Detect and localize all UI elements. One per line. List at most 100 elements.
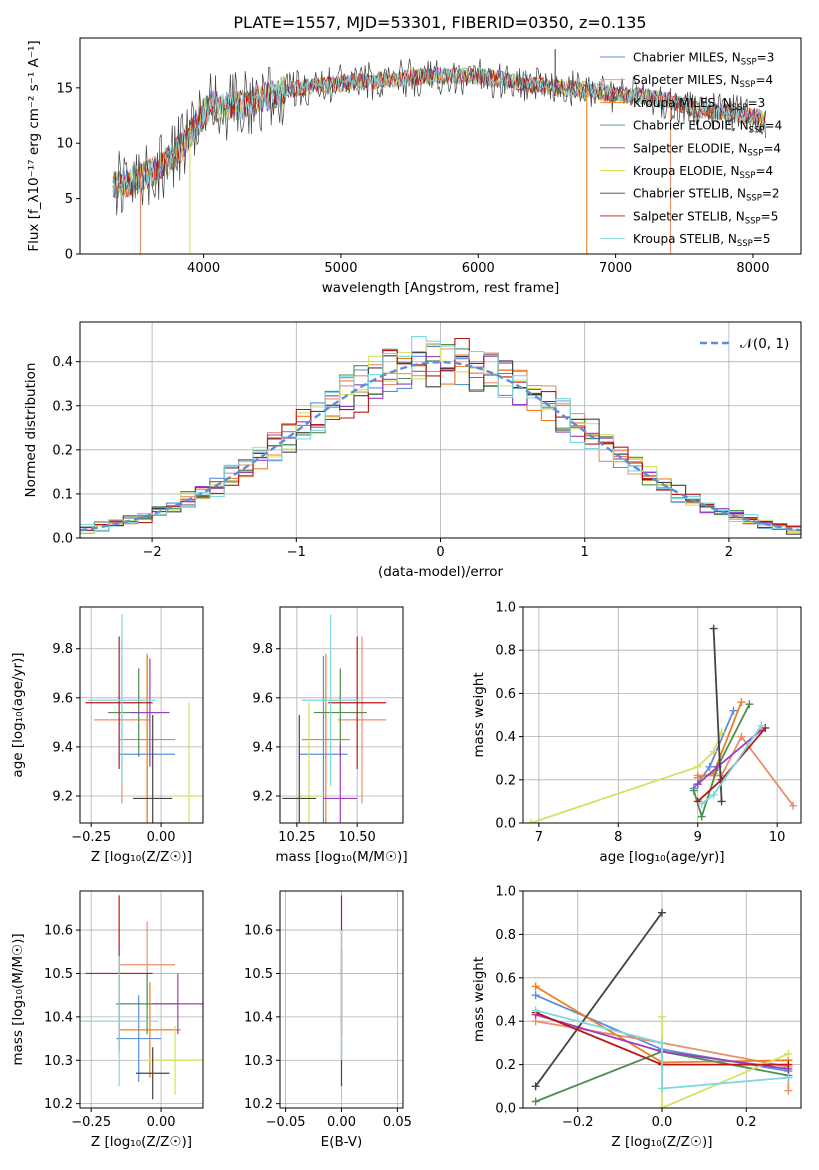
spectrum-line-kroupa-elodie [112, 67, 766, 199]
mass-vs-EBV-frame: −0.05 0.00 0.05 10.2 10.3 10.4 10.5 10.6 E(B-V) [244, 890, 412, 1150]
y-tick-label: 10.6 [44, 924, 73, 939]
series-marker-kroupa-stelib [658, 1038, 666, 1047]
series-marker-chabrier-elodie [697, 812, 706, 821]
x-axis-label: age [log₁₀(age/yr)] [599, 849, 724, 865]
x-tick-label: 7000 [599, 261, 632, 276]
y-tick-label: 0.2 [52, 443, 73, 458]
y-tick-label: 0.0 [52, 532, 73, 547]
legend-value: =4 [765, 119, 783, 133]
x-tick-label: 0.0 [652, 1115, 673, 1130]
y-tick-label: 10.3 [244, 1054, 273, 1069]
legend-text: Kroupa ELODIE, N [633, 164, 740, 178]
x-axis-label: mass [log₁₀(M/M☉)] [275, 849, 407, 865]
spectrum-panel: 4000 5000 6000 7000 8000 0 5 10 15 wavelength [An… [26, 37, 802, 296]
series-marker-salpeter-stelib [784, 1060, 793, 1069]
age-vs-Z-frame: −0.25 0.00 9.2 9.4 9.6 9.8 Z [log₁₀(Z/Z☉)] age … [10, 606, 204, 865]
legend-label-chabrier-miles: Chabrier MILES, NSSP=3 [633, 51, 774, 68]
histogram-kroupa-stelib [80, 336, 801, 532]
y-tick-label: 0.6 [495, 687, 516, 702]
y-tick-label: 0.1 [52, 487, 73, 502]
series-marker-chabrier-miles [705, 762, 714, 771]
age-vs-mass-plot-area [282, 614, 387, 823]
y-tick-label: 0.3 [52, 399, 73, 414]
legend-label-kroupa-miles: Kroupa MILES, NSSP=3 [633, 96, 765, 113]
x-tick-label: 1 [581, 545, 589, 560]
x-tick-label: 6000 [462, 261, 495, 276]
series-marker-kroupa-elodie [693, 762, 702, 771]
series-marker-kroupa-stelib [757, 721, 766, 730]
legend-value: =4 [755, 164, 773, 178]
x-tick-label: 10.25 [278, 830, 315, 845]
x-tick-label: 2 [725, 545, 733, 560]
y-tick-label: 0.0 [495, 1102, 516, 1117]
legend-value: =4 [755, 73, 773, 87]
y-axis-label: age [log₁₀(age/yr)] [10, 652, 26, 777]
x-tick-label: 9 [694, 830, 702, 845]
series-marker-kroupa-stelib [531, 1006, 540, 1015]
legend-subscript: SSP [745, 216, 761, 226]
x-tick-label: 7 [535, 830, 543, 845]
series-marker-chabrier-miles [531, 991, 540, 1000]
series-marker-kroupa-stelib [709, 790, 718, 799]
x-tick-label: −0.25 [71, 1115, 111, 1130]
y-axis-label: mass weight [471, 672, 487, 757]
series-marker-kroupa-elodie [526, 819, 535, 823]
y-tick-label: 9.2 [52, 790, 73, 805]
y-tick-label: 9.4 [52, 740, 73, 755]
legend-label-kroupa-elodie: Kroupa ELODIE, NSSP=4 [633, 164, 773, 181]
legend-value: =4 [763, 141, 781, 155]
y-tick-label: 9.8 [52, 642, 73, 657]
series-marker-chabrier-stelib [531, 1082, 540, 1091]
y-tick-label: 0.4 [495, 730, 516, 745]
axes-frame [79, 890, 204, 1109]
legend-text: Salpeter MILES, N [633, 73, 740, 87]
legend-text: Kroupa MILES, N [633, 96, 732, 110]
series-marker-kroupa-elodie [658, 1104, 666, 1108]
legend-label-salpeter-elodie: Salpeter ELODIE, NSSP=4 [633, 141, 781, 158]
series-marker-chabrier-elodie [531, 1097, 540, 1106]
age-vs-mass-panel: 10.25 10.50 9.2 9.4 9.6 9.8 mass [log₁₀(M/M☉)] [252, 606, 408, 865]
series-marker-kroupa-stelib [697, 799, 706, 808]
y-tick-label: 0.4 [495, 1015, 516, 1030]
axes-frame [79, 606, 204, 824]
axes-frame [522, 606, 802, 824]
series-marker-chabrier-miles [729, 706, 738, 715]
series-line-kroupa-elodie [530, 731, 723, 823]
x-tick-label: 0.05 [383, 1115, 412, 1130]
y-tick-label: 10.2 [244, 1097, 273, 1112]
legend-text: Salpeter ELODIE, N [633, 141, 747, 155]
legend-value: =5 [761, 209, 779, 223]
y-axis-label: Normed distribution [23, 363, 39, 498]
series-marker-kroupa-elodie [658, 1012, 666, 1021]
y-axis-label: mass [log₁₀(M/M☉)] [10, 933, 26, 1065]
massweight-vs-Z-frame: −0.2 0.0 0.2 0.0 0.2 0.4 0.6 0.8 1.0 Z [log₁₀(Z/Z… [471, 885, 802, 1150]
series-marker-chabrier-stelib [709, 624, 718, 633]
legend-text: Kroupa STELIB, N [633, 232, 737, 246]
legend-subscript: SSP [741, 58, 757, 68]
x-axis-label: Z [log₁₀(Z/Z☉)] [91, 1134, 192, 1150]
legend-label-kroupa-stelib: Kroupa STELIB, NSSP=5 [633, 232, 771, 249]
residuals-frame: −2 −1 0 1 2 0.0 0.1 0.2 0.3 0.4 (data-model)/error… [23, 321, 802, 580]
series-marker-kroupa-miles [737, 698, 746, 707]
x-axis-label: wavelength [Angstrom, rest frame] [322, 280, 560, 296]
x-tick-label: −1 [287, 545, 306, 560]
y-tick-label: 1.0 [495, 885, 516, 900]
legend-text: Chabrier ELODIE, N [633, 119, 749, 133]
x-tick-label: 10 [769, 830, 786, 845]
legend-text: Salpeter STELIB, N [633, 209, 745, 223]
y-tick-label: 0.2 [495, 1058, 516, 1073]
legend-subscript: SSP [740, 171, 756, 181]
y-tick-label: 9.4 [252, 740, 273, 755]
y-tick-label: 0.6 [495, 971, 516, 986]
y-tick-label: 10.4 [44, 1010, 73, 1025]
series-marker-chabrier-elodie [745, 700, 754, 709]
axes-frame [79, 37, 802, 255]
x-tick-label: 0.00 [327, 1115, 356, 1130]
massweight-vs-age-frame: 7 8 9 10 0.0 0.2 0.4 0.6 0.8 1.0 age [log₁₀(age/yr… [471, 601, 802, 865]
y-tick-label: 10.5 [244, 967, 273, 982]
mass-vs-Z-frame: −0.25 0.00 10.2 10.3 10.4 10.5 10.6 Z [log₁₀(Z/… [10, 890, 204, 1150]
y-tick-label: 9.6 [252, 691, 273, 706]
residuals-panel: −2 −1 0 1 2 0.0 0.1 0.2 0.3 0.4 (data-model)/error… [23, 321, 802, 580]
x-tick-label: 4000 [187, 261, 220, 276]
